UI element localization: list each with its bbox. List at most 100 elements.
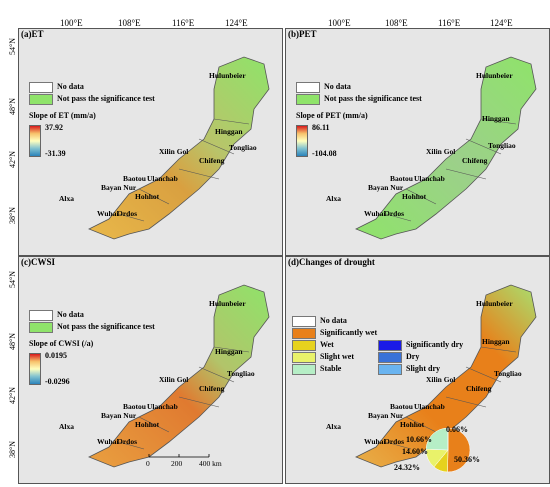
- lat-label-38-c: 38°N: [8, 441, 17, 458]
- city-chifeng: Chifeng: [199, 384, 225, 393]
- city-hohhot: Hohhot: [135, 192, 160, 201]
- panel-et: (a)ET No data Not pass the significance …: [18, 28, 283, 256]
- lon-label-124-b: 124°E: [490, 18, 513, 28]
- cwsi-legend-nodata: No data: [57, 310, 84, 319]
- lat-label-54-c: 54°N: [8, 271, 17, 288]
- drought-legend: No data Significantly wet Wet Slight wet…: [292, 315, 377, 375]
- pie-label-stable: 24.32%: [394, 463, 420, 472]
- et-colorbar: [29, 125, 41, 157]
- city-wuhai: Wuhai: [364, 209, 386, 218]
- et-colorbar-title: Slope of ET (mm/a): [29, 111, 96, 120]
- pet-min: -104.08: [312, 149, 337, 158]
- city-hohhot: Hohhot: [400, 420, 425, 429]
- cwsi-legend: No data Not pass the significance test: [29, 309, 155, 333]
- et-legend: No data Not pass the significance test: [29, 81, 155, 105]
- city-baotou: Baotou: [123, 174, 146, 183]
- city-chifeng: Chifeng: [462, 156, 488, 165]
- drought-map: [355, 284, 537, 473]
- lon-label-124: 124°E: [225, 18, 248, 28]
- city-bayannur: Bayan Nur: [368, 411, 404, 420]
- lon-label-116-b: 116°E: [438, 18, 461, 28]
- pet-max: 86.11: [312, 123, 330, 132]
- cwsi-map: [88, 284, 270, 468]
- pie-slice-significantly-wet: [447, 427, 471, 473]
- pet-colorbar: [296, 125, 308, 157]
- city-ulanchab: Ulanchab: [147, 174, 178, 183]
- drought-legend-dryitem: Dry: [406, 352, 420, 361]
- panel-pet: (b)PET No data Not pass the significance…: [285, 28, 550, 256]
- city-hohhot: Hohhot: [402, 192, 427, 201]
- scale-bar-line: [148, 454, 210, 458]
- slightdry-swatch: [378, 363, 402, 375]
- inner-mongolia-region: [355, 56, 537, 240]
- et-min: -31.39: [45, 149, 66, 158]
- cwsi-max: 0.0195: [45, 351, 67, 360]
- city-ulanchab: Ulanchab: [147, 402, 178, 411]
- inner-mongolia-region: [88, 56, 270, 240]
- city-alxa: Alxa: [59, 194, 74, 203]
- city-tongliao: Tongliao: [488, 141, 516, 150]
- city-alxa: Alxa: [326, 194, 341, 203]
- city-hinggan: Hinggan: [215, 127, 243, 136]
- city-tongliao: Tongliao: [229, 143, 257, 152]
- lon-label-100: 100°E: [60, 18, 83, 28]
- nodata-swatch: [29, 309, 53, 321]
- city-alxa: Alxa: [59, 422, 74, 431]
- city-baotou: Baotou: [390, 402, 413, 411]
- city-wuhai: Wuhai: [364, 437, 386, 446]
- city-tongliao: Tongliao: [494, 369, 522, 378]
- city-hulunbeier: Hulunbeier: [209, 299, 246, 308]
- drought-legend-sigdry: Significantly dry: [406, 340, 464, 349]
- panel-drought-title: (d)Changes of drought: [288, 257, 375, 267]
- lon-label-108-b: 108°E: [385, 18, 408, 28]
- city-chifeng: Chifeng: [466, 384, 492, 393]
- city-ulanchab: Ulanchab: [414, 402, 445, 411]
- cwsi-legend-nosig: Not pass the significance test: [57, 322, 155, 331]
- drought-legend-wet: Wet: [320, 340, 334, 349]
- city-bayannur: Bayan Nur: [101, 411, 137, 420]
- scale-label-400: 400 km: [199, 459, 222, 468]
- region-boundaries: [118, 118, 250, 222]
- city-tongliao: Tongliao: [227, 369, 255, 378]
- city-hulunbeier: Hulunbeier: [476, 71, 513, 80]
- dry-swatch: [378, 351, 402, 363]
- lat-label-42: 42°N: [8, 151, 17, 168]
- et-map: [88, 56, 270, 240]
- city-hinggan: Hinggan: [215, 347, 243, 356]
- lon-label-116: 116°E: [172, 18, 195, 28]
- city-ulanchab: Ulanchab: [414, 174, 445, 183]
- region-boundaries: [118, 346, 250, 450]
- city-hulunbeier: Hulunbeier: [476, 299, 513, 308]
- lat-label-38: 38°N: [8, 207, 17, 224]
- wet-swatch: [292, 339, 316, 351]
- pie-label-wet: 10.66%: [406, 435, 432, 444]
- inner-mongolia-region: [88, 284, 270, 468]
- lon-label-108: 108°E: [118, 18, 141, 28]
- lat-label-42-c: 42°N: [8, 387, 17, 404]
- lat-label-54: 54°N: [8, 38, 17, 55]
- cwsi-colorbar: [29, 353, 41, 385]
- city-xilingol: Xilin Gol: [159, 375, 189, 384]
- sigdry-swatch: [378, 339, 402, 351]
- lat-label-48: 48°N: [8, 98, 17, 115]
- city-xilingol: Xilin Gol: [426, 375, 456, 384]
- panel-pet-title: (b)PET: [288, 29, 317, 39]
- pet-legend-nosig: Not pass the significance test: [324, 94, 422, 103]
- pet-colorbar-title: Slope of PET (mm/a): [296, 111, 368, 120]
- cwsi-min: -0.0296: [45, 377, 70, 386]
- slightwet-swatch: [292, 351, 316, 363]
- nodata-swatch: [296, 81, 320, 93]
- pie-label-sigwet: 50.36%: [454, 455, 480, 464]
- et-legend-nodata: No data: [57, 82, 84, 91]
- et-max: 37.92: [45, 123, 63, 132]
- cwsi-colorbar-title: Slope of CWSI (/a): [29, 339, 94, 348]
- drought-legend-slightdry: Slight dry: [406, 364, 441, 373]
- scale-label-0: 0: [146, 459, 150, 468]
- pet-legend-nodata: No data: [324, 82, 351, 91]
- pie-label-slightdry: 0.06%: [446, 425, 468, 434]
- region-boundaries: [385, 118, 517, 222]
- stable-swatch: [292, 363, 316, 375]
- drought-legend-nodata: No data: [320, 316, 347, 325]
- pie-label-slightwet: 14.60%: [402, 447, 428, 456]
- city-xilingol: Xilin Gol: [426, 147, 456, 156]
